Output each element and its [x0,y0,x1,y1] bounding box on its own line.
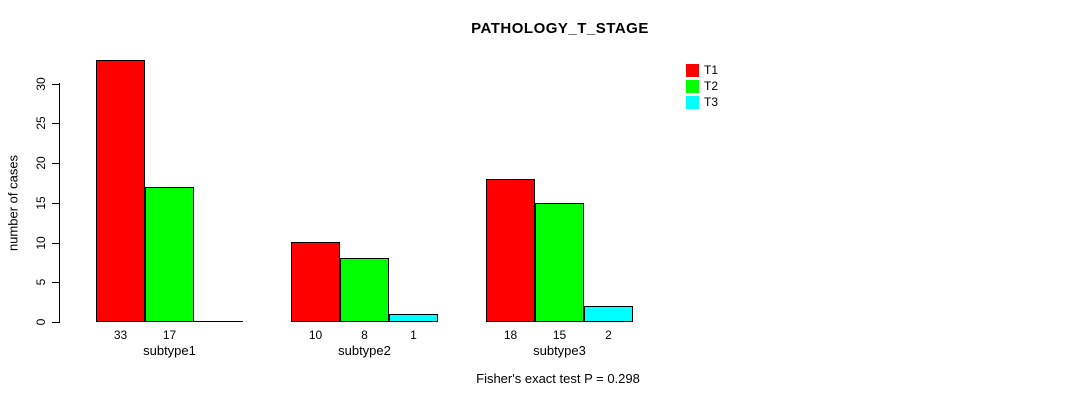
y-tick-mark [52,163,59,164]
y-axis-line [59,83,60,323]
group-label-subtype2: subtype2 [338,343,391,358]
y-tick-mark [52,83,59,85]
bar-t1-subtype3 [486,179,535,322]
group-label-subtype1: subtype1 [143,343,196,358]
y-tick-mark [52,322,59,323]
legend-row-t1: T1 [686,62,718,78]
bar-value-label: 17 [162,328,177,342]
bar-t3-subtype3 [584,306,633,322]
y-axis-label: number of cases [5,154,21,252]
y-tick-label: 25 [34,116,48,130]
bar-value-label: 18 [503,328,518,342]
legend-row-t2: T2 [686,78,718,94]
legend-swatch-t3 [686,95,699,109]
legend-swatch-t1 [686,63,699,77]
y-tick-mark [52,202,59,204]
caption: Fisher's exact test P = 0.298 [476,371,640,386]
bar-value-label: 15 [552,328,567,342]
legend-label: T2 [704,78,719,93]
y-tick-label: 0 [34,318,48,326]
group-label-subtype3: subtype3 [533,343,586,358]
legend-label: T1 [704,62,719,77]
bar-t2-subtype2 [340,258,389,322]
bar-t3-subtype1-zero [194,321,243,322]
bar-t2-subtype3 [535,203,584,322]
y-tick-label: 30 [34,76,48,91]
y-tick-mark [52,242,59,244]
legend-label: T3 [704,94,719,109]
bar-value-label: 8 [361,328,368,342]
y-tick-label: 10 [34,235,48,250]
bar-t1-subtype1 [96,60,145,322]
bar-value-label: 33 [113,328,128,342]
legend: T1 T2 T3 [686,62,718,110]
bar-t2-subtype1 [145,187,194,322]
y-tick-label: 15 [34,196,48,210]
bar-value-label: 1 [410,328,417,342]
y-tick-mark [52,123,59,125]
bar-t3-subtype2 [389,314,438,322]
legend-row-t3: T3 [686,94,718,110]
chart-title: PATHOLOGY_T_STAGE [471,20,649,37]
legend-swatch-t2 [686,79,699,93]
y-tick-label: 20 [34,156,48,170]
bar-value-label: 10 [308,328,323,342]
bar-value-label: 2 [605,328,612,342]
y-tick-label: 5 [34,278,48,286]
y-tick-mark [52,282,59,284]
bar-t1-subtype2 [291,242,340,322]
